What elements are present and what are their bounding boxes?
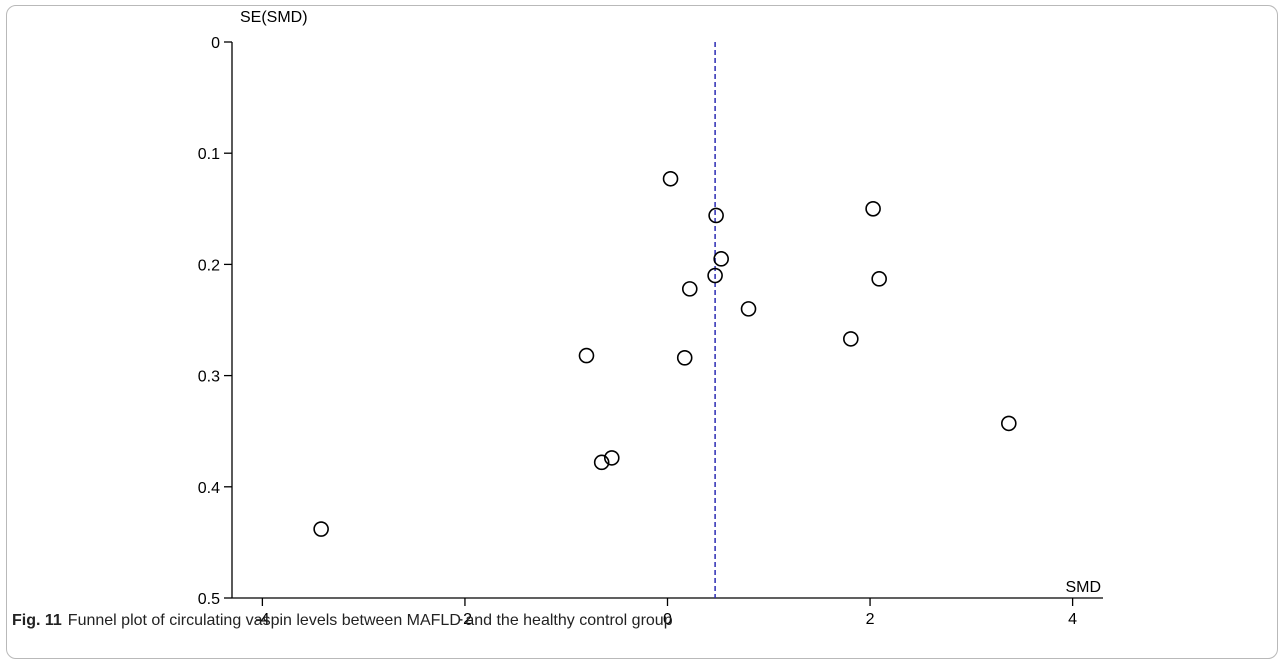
data-point: [871, 271, 887, 287]
figure-caption: Fig. 11 Funnel plot of circulating vaspin…: [12, 612, 673, 630]
y-axis-label: SE(SMD): [240, 9, 308, 26]
data-point: [740, 301, 757, 317]
y-tick-label: 0.2: [198, 257, 220, 274]
y-tick-label: 0.1: [198, 146, 220, 163]
data-point: [593, 454, 610, 471]
axes: 0 0.1 0.2 0.3 0.4 0.5 -4 -2 0 2 4 SE(SMD) SMD: [198, 9, 1103, 628]
x-tick-label: 0: [663, 611, 672, 628]
figure-number: Fig. 11: [12, 612, 62, 629]
x-tick-label: -2: [458, 611, 472, 628]
x-axis-label: SMD: [1065, 579, 1101, 596]
y-tick-label: 0: [211, 35, 220, 52]
caption-text: Funnel plot of circulating vaspin levels…: [67, 612, 673, 629]
data-point: [681, 281, 698, 297]
data-point: [662, 170, 679, 187]
data-point: [578, 347, 595, 364]
y-tick-label: 0.5: [198, 591, 220, 608]
data-point: [707, 267, 723, 284]
data-point: [313, 521, 329, 537]
y-tick-label: 0.3: [198, 369, 220, 386]
data-point: [603, 450, 620, 466]
x-tick-label: 2: [866, 611, 875, 628]
data-point: [713, 251, 729, 267]
data-point: [708, 207, 724, 224]
data-point: [865, 201, 881, 217]
x-tick-label: -4: [255, 611, 269, 628]
data-point: [843, 331, 859, 347]
figure-frame: [6, 5, 1278, 659]
y-tick-label: 0.4: [198, 480, 220, 497]
data-point: [676, 350, 693, 366]
data-points: [313, 170, 1017, 537]
x-tick-label: 4: [1068, 611, 1077, 628]
data-point: [1001, 415, 1017, 432]
